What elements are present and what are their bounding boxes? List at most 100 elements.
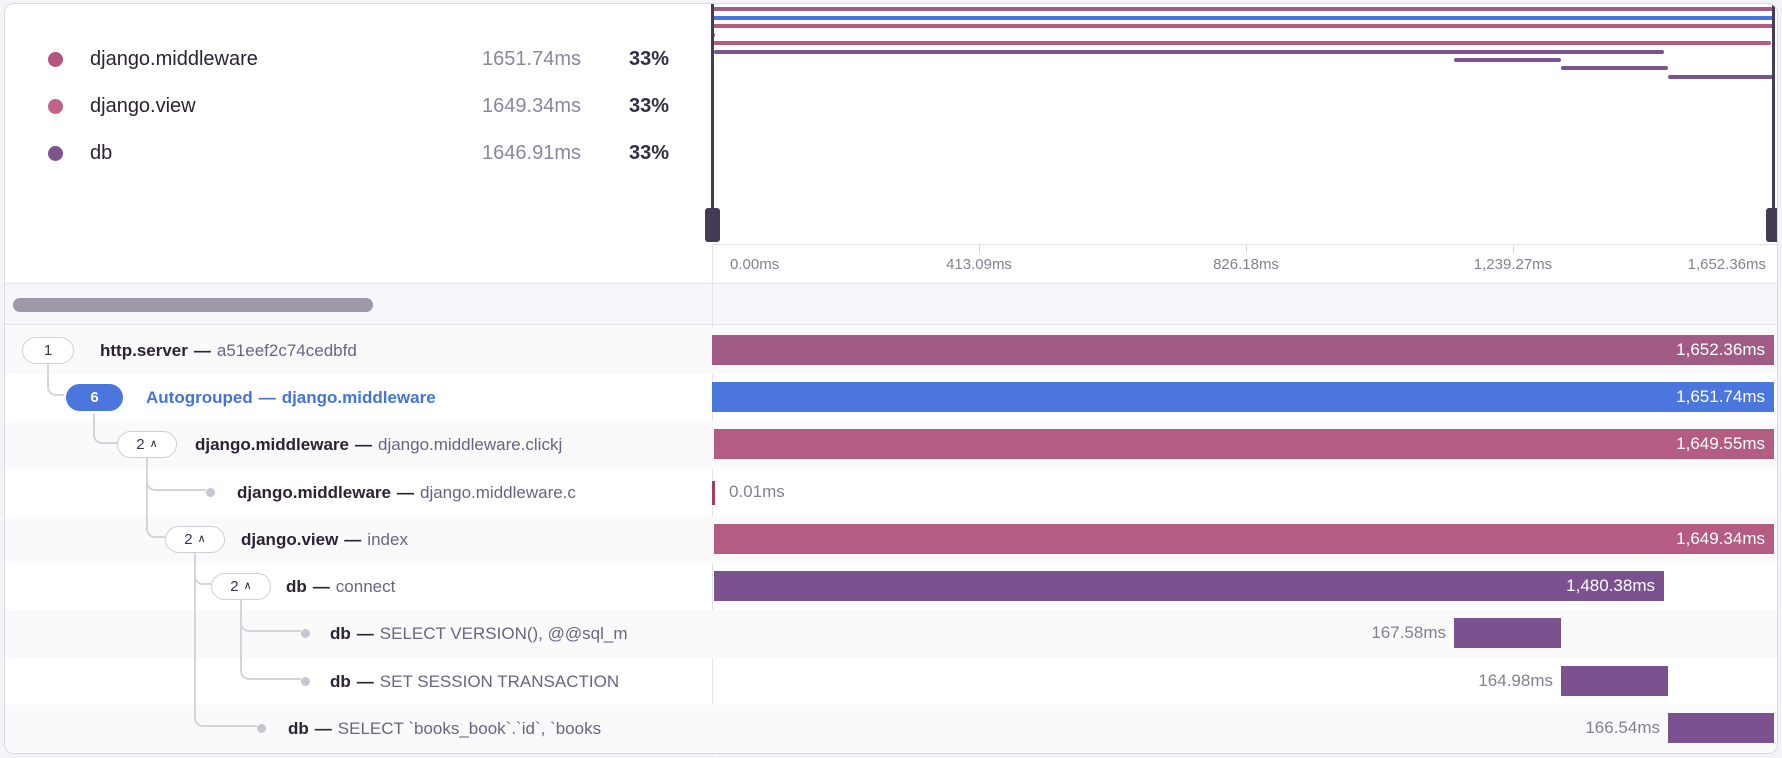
minimap-span-http-server — [712, 7, 1773, 11]
span-op: db — [330, 624, 351, 643]
span-bar[interactable] — [1561, 666, 1668, 696]
span-title: django.view — index — [241, 516, 408, 563]
time-axis: 0.00ms 413.09ms 826.18ms 1,239.27ms 1,65… — [712, 244, 1777, 283]
span-row-middleware-clickjacking[interactable]: 2 ∧ django.middleware — django.middleware.c… — [5, 421, 1777, 469]
span-chart-cell: 1,652.36ms — [712, 327, 1777, 374]
span-op: http.server — [100, 341, 188, 360]
span-separator: — — [354, 435, 372, 454]
span-bar-micro[interactable] — [712, 481, 715, 505]
span-children-badge[interactable]: 2 ∧ — [211, 573, 271, 600]
collapse-caret-icon: ∧ — [149, 438, 158, 450]
span-duration-label: 166.54ms — [1585, 718, 1660, 737]
axis-tick-mark — [979, 245, 980, 253]
tree-connector — [93, 409, 117, 444]
span-separator: — — [312, 577, 330, 596]
span-title: http.server — a51eef2c74cedbfd — [100, 327, 357, 374]
span-description: SET SESSION TRANSACTION — [379, 672, 620, 691]
span-row-db-select-version[interactable]: db — SELECT VERSION(), @@sql_m 167.58ms — [5, 610, 1777, 658]
span-bar[interactable]: 1,652.36ms — [712, 335, 1774, 365]
span-tree-cell: 6 Autogrouped — django.middleware — [5, 374, 712, 421]
span-row-middleware-c[interactable]: django.middleware — django.middleware.c 0.… — [5, 469, 1777, 516]
span-description: connect — [335, 577, 396, 596]
span-rows: 1 http.server — a51eef2c74cedbfd 1,652.36m… — [5, 325, 1777, 753]
span-chart-cell: 167.58ms — [712, 610, 1777, 657]
span-row-autogrouped[interactable]: 6 Autogrouped — django.middleware 1,651.74… — [5, 374, 1777, 421]
minimap-span-view — [712, 41, 1771, 45]
span-tree-cell: 2 ∧ django.view — index — [5, 516, 712, 563]
minimap-span-db-connect — [714, 50, 1664, 54]
legend-item-django-middleware[interactable]: django.middleware 1651.74ms 33% — [5, 36, 712, 83]
span-separator: — — [356, 672, 374, 691]
span-op: db — [288, 719, 309, 738]
span-children-badge-selected[interactable]: 6 — [66, 384, 123, 411]
span-title: Autogrouped — django.middleware — [146, 374, 436, 421]
legend-percent: 33% — [628, 95, 669, 117]
legend-item-db[interactable]: db 1646.91ms 33% — [5, 130, 712, 177]
legend-duration: 1646.91ms — [482, 142, 581, 164]
minimap-left-handle-line — [711, 4, 714, 208]
span-row-db-select-books[interactable]: db — SELECT `books_book`.`id`, `books 166.… — [5, 705, 1777, 752]
collapse-caret-icon: ∧ — [197, 533, 206, 545]
span-bar[interactable]: 1,649.34ms — [714, 524, 1774, 554]
span-row-http-server[interactable]: 1 http.server — a51eef2c74cedbfd 1,652.36m… — [5, 327, 1777, 374]
span-op: django.middleware — [237, 483, 391, 502]
horizontal-scrollbar-thumb[interactable] — [13, 298, 373, 312]
legend-color-dot — [48, 52, 63, 67]
legend-color-dot — [48, 146, 63, 161]
span-duration-label: 164.98ms — [1478, 671, 1553, 690]
span-bar[interactable] — [1454, 618, 1561, 648]
axis-label-2: 826.18ms — [1213, 256, 1279, 273]
trace-minimap[interactable] — [705, 4, 1777, 244]
span-title: db — SELECT VERSION(), @@sql_m — [330, 610, 627, 657]
badge-count: 2 — [136, 436, 145, 453]
badge-count: 6 — [90, 389, 99, 406]
collapse-caret-icon: ∧ — [243, 580, 252, 592]
legend-label: django.middleware — [90, 48, 258, 70]
span-row-django-view[interactable]: 2 ∧ django.view — index 1,649.34ms — [5, 516, 1777, 563]
minimap-span-autogrouped — [712, 16, 1773, 20]
span-bar[interactable]: 1,649.55ms — [714, 429, 1774, 459]
axis-label-4: 1,652.36ms — [1687, 256, 1766, 273]
badge-count: 2 — [184, 531, 193, 548]
span-chart-cell: 1,649.34ms — [712, 516, 1777, 563]
span-chart-cell: 1,649.55ms — [712, 421, 1777, 468]
minimap-right-handle-line — [1772, 4, 1775, 208]
legend-percent: 33% — [628, 48, 669, 70]
span-title: django.middleware — django.middleware.c — [237, 469, 576, 516]
span-title: db — SELECT `books_book`.`id`, `books — [288, 705, 601, 752]
tree-connector — [194, 551, 257, 727]
minimap-left-handle-grip[interactable] — [705, 208, 720, 242]
span-tree-cell: 2 ∧ django.middleware — django.middleware.c… — [5, 421, 712, 468]
leaf-dot-icon — [301, 677, 310, 686]
span-separator: — — [396, 483, 414, 502]
minimap-span-db-select-version — [1454, 58, 1561, 62]
span-bar[interactable] — [1668, 713, 1774, 743]
horizontal-scrollbar-track[interactable] — [5, 283, 1777, 325]
span-row-db-connect[interactable]: 2 ∧ db — connect 1,480.38ms — [5, 563, 1777, 610]
span-row-db-set-session[interactable]: db — SET SESSION TRANSACTION 164.98ms — [5, 658, 1777, 705]
legend-item-django-view[interactable]: django.view 1649.34ms 33% — [5, 83, 712, 130]
legend-label: django.view — [90, 95, 196, 117]
span-title: db — connect — [286, 563, 395, 610]
span-bar[interactable]: 1,480.38ms — [714, 571, 1664, 601]
span-chart-cell: 164.98ms — [712, 658, 1777, 705]
span-description: django.middleware — [281, 388, 436, 407]
minimap-right-handle-grip[interactable] — [1766, 208, 1777, 242]
span-separator: — — [193, 341, 211, 360]
leaf-dot-icon — [301, 629, 310, 638]
tree-connector — [240, 598, 301, 680]
span-title: db — SET SESSION TRANSACTION — [330, 658, 619, 705]
span-children-badge[interactable]: 2 ∧ — [117, 431, 177, 458]
leaf-dot-icon — [206, 488, 215, 497]
span-children-badge[interactable]: 1 — [22, 337, 74, 364]
span-chart-cell: 1,480.38ms — [712, 563, 1777, 610]
span-children-badge[interactable]: 2 ∧ — [165, 526, 225, 553]
span-description: django.middleware.clickj — [377, 435, 563, 454]
span-bar[interactable]: 1,651.74ms — [712, 382, 1774, 412]
axis-label-0: 0.00ms — [730, 256, 780, 273]
span-separator: — — [344, 530, 362, 549]
span-tree-cell: db — SELECT `books_book`.`id`, `books — [5, 705, 712, 752]
span-description: SELECT `books_book`.`id`, `books — [337, 719, 602, 738]
span-description: index — [367, 530, 408, 549]
span-description: django.middleware.c — [419, 483, 576, 502]
